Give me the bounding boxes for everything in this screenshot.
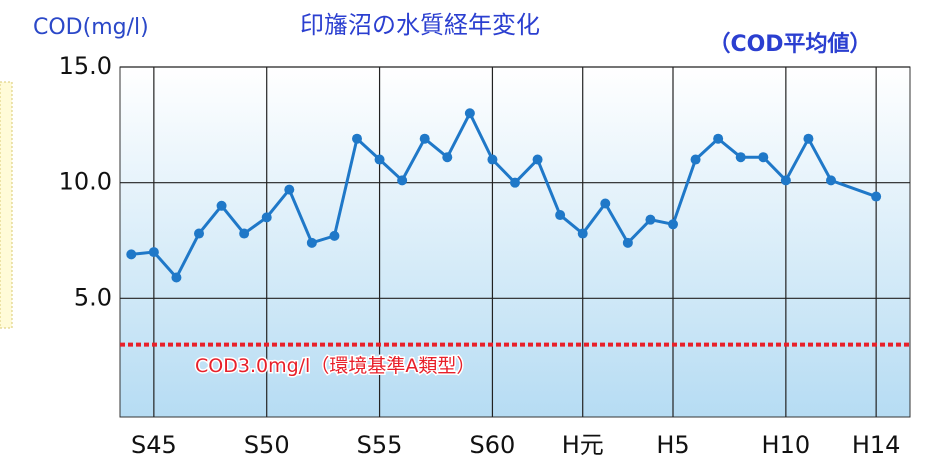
data-point [555, 210, 566, 221]
data-point [826, 175, 836, 186]
y-axis-label: COD(mg/l) [33, 15, 149, 40]
data-point [803, 133, 814, 144]
data-point [645, 214, 656, 225]
data-point [713, 133, 724, 144]
x-tick-label: S55 [357, 431, 403, 459]
data-point [397, 175, 408, 186]
x-tick-label: H元 [562, 431, 604, 459]
data-point [239, 228, 250, 239]
data-point [487, 154, 498, 165]
data-point [442, 152, 453, 163]
data-point [622, 237, 633, 248]
y-tick-label: 15.0 [59, 52, 112, 80]
x-tick-label: H14 [852, 431, 901, 459]
chart-subtitle: （COD平均値） [708, 31, 871, 57]
data-point [735, 152, 746, 163]
data-point [464, 108, 475, 119]
data-point [306, 237, 317, 248]
data-point [148, 247, 159, 258]
y-tick-label: 5.0 [74, 283, 112, 311]
data-point [352, 133, 362, 144]
data-point [329, 230, 340, 241]
side-panel [0, 81, 13, 329]
data-point [261, 212, 272, 223]
data-point [171, 272, 182, 283]
data-point [419, 133, 430, 144]
reference-label: COD3.0mg/l（環境基準A類型） [195, 355, 475, 377]
x-tick-label: H10 [762, 431, 811, 459]
data-point [284, 184, 295, 195]
data-point [780, 175, 791, 186]
data-point [668, 219, 678, 230]
plot-area [119, 66, 911, 418]
data-point [510, 177, 520, 188]
data-point [194, 228, 204, 239]
data-point [871, 191, 882, 202]
chart-title: 印旛沼の水質経年変化 [300, 11, 540, 39]
data-point [690, 154, 701, 165]
x-tick-label: H5 [656, 431, 689, 459]
data-point [216, 200, 227, 211]
data-point [374, 154, 385, 165]
x-tick-label: S45 [131, 431, 177, 459]
data-point [758, 152, 769, 163]
data-point [126, 249, 137, 260]
data-point [532, 154, 543, 165]
data-point [600, 198, 611, 209]
y-tick-label: 10.0 [59, 168, 112, 196]
data-point [577, 228, 588, 239]
x-tick-label: S60 [470, 431, 516, 459]
x-tick-label: S50 [244, 431, 290, 459]
